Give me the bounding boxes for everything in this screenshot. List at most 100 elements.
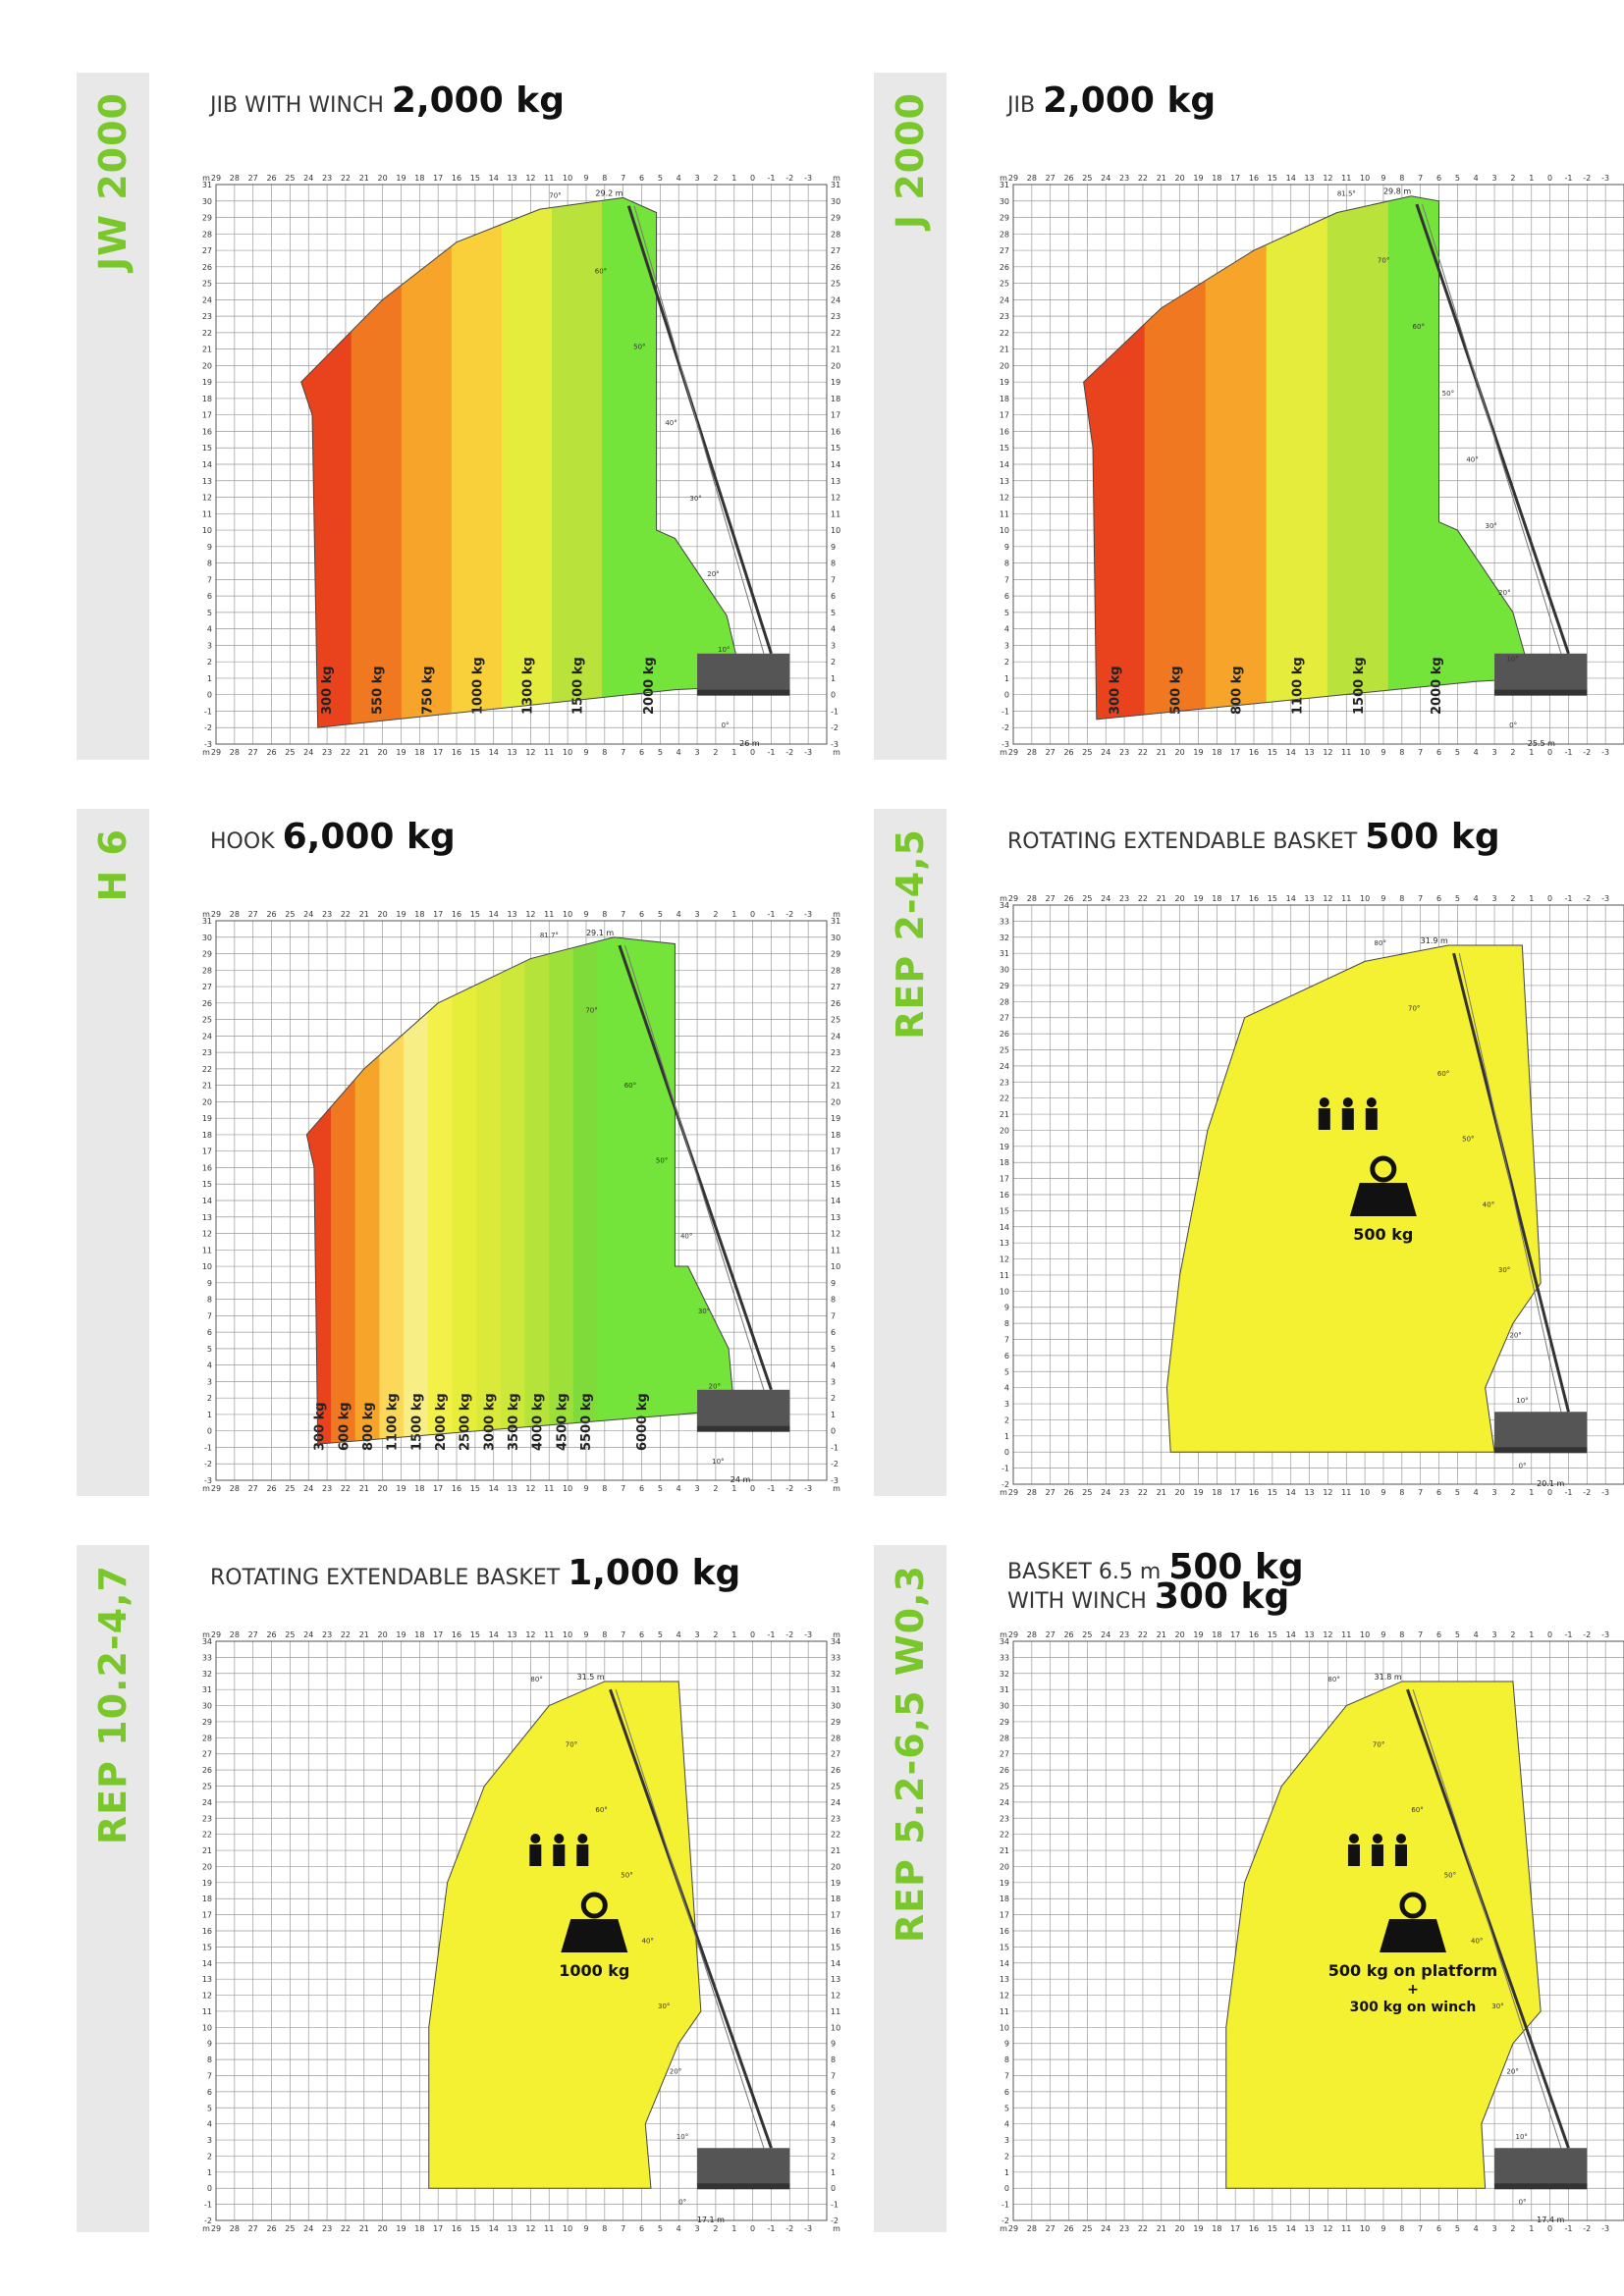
load-zones — [1166, 944, 1542, 1453]
y-tick-label: 24 — [831, 1798, 840, 1807]
y-tick-label: 11 — [1000, 1271, 1009, 1280]
y-tick-label: 24 — [1000, 295, 1009, 304]
y-tick-label: 2 — [831, 2152, 836, 2161]
max-reach-label: 17.4 m — [1537, 2216, 1564, 2224]
load-label-winch: 300 kg on winch — [1350, 2000, 1477, 2015]
x-tick-label: -3 — [1601, 2224, 1609, 2233]
y-tick-label: 34 — [831, 1637, 840, 1646]
y-tick-label: 25 — [831, 1016, 840, 1025]
zone-label: 2500 kg — [459, 1393, 473, 1451]
x-tick-label: 25 — [285, 748, 295, 757]
x-tick-label: 19 — [396, 1630, 406, 1639]
y-tick-label: 14 — [1000, 1223, 1009, 1232]
x-tick-label: 24 — [1101, 894, 1110, 903]
y-tick-label: 1 — [207, 674, 212, 683]
angle-label: 70° — [1378, 256, 1389, 264]
x-tick-label: -1 — [1564, 1488, 1572, 1497]
x-tick-label: 23 — [1119, 174, 1129, 183]
y-tick-label: 0 — [1004, 691, 1009, 700]
y-tick-label: 15 — [831, 444, 840, 453]
axis-unit-label: m — [1000, 748, 1007, 757]
angle-label: 0° — [1509, 721, 1517, 729]
x-tick-label: 3 — [695, 748, 700, 757]
x-tick-label: 5 — [1455, 748, 1460, 757]
x-tick-label: 9 — [583, 174, 588, 183]
y-tick-label: 16 — [831, 1163, 840, 1172]
zone-band — [351, 197, 403, 728]
panel-title: JIB 2,000 kg — [1007, 80, 1217, 121]
axis-ticks: 2929282827272626252524242323222221212020… — [1000, 894, 1609, 1497]
x-tick-label: 16 — [452, 174, 461, 183]
x-tick-label: 20 — [1175, 2224, 1185, 2233]
x-tick-label: 28 — [1027, 174, 1037, 183]
x-tick-label: 2 — [1510, 894, 1515, 903]
x-tick-label: 11 — [1341, 894, 1351, 903]
y-tick-label: 27 — [202, 246, 212, 255]
x-tick-label: 15 — [470, 1484, 480, 1493]
zone-label: 4500 kg — [555, 1393, 569, 1451]
y-tick-label: 12 — [202, 1992, 212, 2001]
y-tick-label: 29 — [202, 950, 212, 959]
x-tick-label: 1 — [731, 1630, 736, 1639]
x-tick-label: 23 — [322, 748, 332, 757]
angle-label: 70° — [566, 1741, 577, 1749]
x-tick-label: 1 — [1529, 894, 1534, 903]
x-tick-label: 22 — [341, 910, 351, 919]
x-tick-label: 15 — [1268, 1488, 1277, 1497]
y-tick-label: 31 — [1000, 949, 1009, 958]
x-tick-label: 10 — [1360, 1488, 1370, 1497]
y-tick-label: 25 — [831, 280, 840, 289]
y-tick-label: 20 — [1000, 361, 1009, 370]
y-tick-label: 20 — [202, 1862, 212, 1871]
zone-label: 2000 kg — [642, 657, 657, 715]
x-tick-label: 26 — [1063, 2224, 1073, 2233]
x-tick-label: 26 — [266, 174, 276, 183]
zone-label: 1100 kg — [1291, 657, 1306, 715]
axis-unit-label: m — [833, 174, 840, 183]
angle-label: 10° — [1506, 656, 1518, 664]
y-tick-label: 6 — [207, 2088, 212, 2097]
zone-label: 600 kg — [337, 1402, 352, 1451]
y-tick-label: 27 — [1000, 246, 1009, 255]
y-tick-label: 24 — [1000, 1062, 1009, 1071]
y-tick-label: -1 — [831, 707, 839, 716]
y-tick-label: 25 — [1000, 1046, 1009, 1055]
x-tick-label: 8 — [602, 174, 607, 183]
y-tick-label: 23 — [1000, 1078, 1009, 1087]
y-tick-label: 29 — [202, 1718, 212, 1727]
x-tick-label: 2 — [713, 910, 718, 919]
y-tick-label: 11 — [831, 509, 840, 518]
y-tick-label: -3 — [204, 740, 212, 749]
crane-drawing — [1415, 203, 1588, 696]
y-tick-label: 25 — [202, 280, 212, 289]
x-tick-label: 14 — [1286, 2224, 1296, 2233]
x-tick-label: 25 — [1082, 894, 1092, 903]
x-tick-label: 3 — [1492, 894, 1497, 903]
angle-label: 70° — [1408, 1005, 1420, 1013]
y-tick-label: 9 — [1004, 543, 1009, 552]
x-tick-label: 13 — [507, 2224, 516, 2233]
x-tick-label: 16 — [1249, 748, 1259, 757]
x-tick-label: 9 — [1380, 174, 1385, 183]
y-tick-label: 3 — [1004, 2136, 1009, 2145]
y-tick-label: 24 — [831, 1032, 840, 1041]
load-chart: 500 kg on platform+300 kg on winch292928… — [1000, 1630, 1624, 2233]
x-tick-label: 5 — [1455, 174, 1460, 183]
panel-j2000: J 2000 JIB 2,000 kg 300 kg 500 kg 800 kg 110… — [874, 73, 1624, 799]
x-tick-label: 15 — [1268, 894, 1277, 903]
x-tick-label: 1 — [1529, 174, 1534, 183]
y-tick-label: 23 — [1000, 1814, 1009, 1823]
y-tick-label: 26 — [1000, 1766, 1009, 1775]
y-tick-label: 23 — [1000, 312, 1009, 321]
x-tick-label: 10 — [1360, 2224, 1370, 2233]
x-tick-label: 3 — [695, 174, 700, 183]
x-tick-label: -3 — [1601, 1488, 1609, 1497]
annotations: 25.5 m 29.8 m 81.5° 70° 60° 50° 40° 30° 20° 10° 0° — [1337, 187, 1555, 748]
y-tick-label: 11 — [831, 2007, 840, 2016]
x-tick-label: 3 — [1492, 174, 1497, 183]
x-tick-label: 7 — [1418, 1488, 1423, 1497]
angle-label: 70° — [549, 191, 561, 199]
y-tick-label: 29 — [202, 214, 212, 223]
x-tick-label: -2 — [1583, 174, 1591, 183]
y-tick-label: 20 — [831, 361, 840, 370]
